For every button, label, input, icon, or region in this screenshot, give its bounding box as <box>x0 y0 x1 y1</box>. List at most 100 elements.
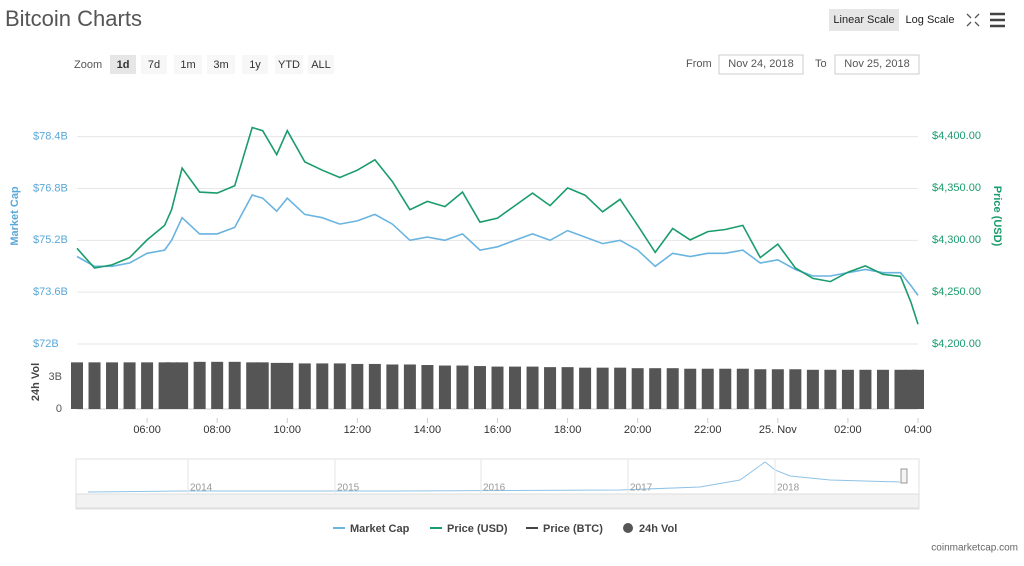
vol-tick-label: 0 <box>56 403 62 415</box>
fullscreen-icon[interactable] <box>966 13 980 27</box>
linear-button[interactable] <box>829 9 899 31</box>
y-tick-label: $76.8B <box>33 182 68 194</box>
vol-bar <box>298 363 311 409</box>
legend-swatch <box>623 523 633 533</box>
to-date[interactable]: Nov 25, 2018 <box>844 58 909 70</box>
zoom-button[interactable] <box>242 55 268 74</box>
y-tick-label: $78.4B <box>33 131 68 143</box>
vol-bar <box>228 361 241 409</box>
x-tick-label: 04:00 <box>904 424 932 436</box>
vol-bar <box>684 368 697 409</box>
x-tick-label: 08:00 <box>203 424 231 436</box>
vol-bar <box>912 369 924 409</box>
vol-bar <box>701 368 714 409</box>
vol-bar <box>561 367 574 409</box>
vol-bar <box>841 369 854 409</box>
vol-bar <box>165 362 178 409</box>
y2-tick-label: $4,400.00 <box>932 130 981 142</box>
zoom-button[interactable] <box>308 55 334 74</box>
vol-bar <box>386 364 399 409</box>
vol-axis-title: 24h Vol <box>30 363 42 401</box>
vol-bar <box>876 369 889 409</box>
y2-tick-label: $4,350.00 <box>932 182 981 194</box>
zoom-button[interactable] <box>110 55 136 74</box>
to-label: To <box>815 58 827 70</box>
vol-bar <box>771 369 784 409</box>
zoom-option[interactable]: YTD <box>278 59 300 71</box>
y-tick-label: $73.6B <box>33 286 68 298</box>
navigator-handle[interactable] <box>900 468 908 484</box>
vol-bar <box>614 367 627 409</box>
vol-bar <box>579 367 592 409</box>
from-date[interactable]: Nov 24, 2018 <box>728 58 793 70</box>
zoom-option[interactable]: 7d <box>148 59 160 71</box>
title: Bitcoin Charts <box>5 6 142 31</box>
vol-bar <box>526 366 539 409</box>
x-tick-label: 16:00 <box>484 424 512 436</box>
zoom-option[interactable]: 1y <box>249 59 261 71</box>
vol-bar <box>123 362 136 409</box>
vol-bar <box>333 363 346 409</box>
vol-bar <box>824 369 837 409</box>
y-tick-label: $75.2B <box>33 234 68 246</box>
zoom-option[interactable]: 3m <box>213 59 228 71</box>
vol-bar <box>631 368 644 409</box>
menu-icon[interactable] <box>990 12 1005 28</box>
y2-tick-label: $4,250.00 <box>932 286 981 298</box>
zoom-button[interactable] <box>207 55 235 74</box>
vol-bar <box>403 364 416 409</box>
zoom-label: Zoom <box>74 59 102 71</box>
from-box[interactable] <box>718 54 804 75</box>
vol-bar <box>211 361 224 409</box>
series-line <box>76 126 919 325</box>
vol-bar <box>246 362 259 409</box>
y-axis-title: Market Cap <box>9 186 21 246</box>
vol-bar <box>456 365 469 409</box>
vol-bar <box>736 368 749 409</box>
vol-bar <box>719 368 732 409</box>
from-label: From <box>686 58 712 70</box>
y2-tick-label: $4,200.00 <box>932 338 981 350</box>
legend-label[interactable]: Price (USD) <box>447 523 508 535</box>
legend-label[interactable]: Price (BTC) <box>543 523 603 535</box>
x-tick-label: 12:00 <box>344 424 372 436</box>
navigator-label: 2014 <box>190 483 213 494</box>
to-box[interactable] <box>834 54 920 75</box>
y2-tick-label: $4,300.00 <box>932 234 981 246</box>
linear-label[interactable]: Linear Scale <box>833 14 894 26</box>
x-tick-label: 10:00 <box>273 424 301 436</box>
vol-bar <box>88 362 101 409</box>
vol-bar <box>71 362 83 409</box>
legend-label[interactable]: 24h Vol <box>639 523 677 535</box>
navigator-label: 2015 <box>337 483 360 494</box>
vol-bar <box>473 366 486 409</box>
x-tick-label: 02:00 <box>834 424 862 436</box>
vol-bar <box>256 362 269 409</box>
y-tick-label: $72B <box>33 338 59 350</box>
vol-tick-label: 3B <box>49 371 62 383</box>
zoom-option[interactable]: ALL <box>311 59 331 71</box>
scrollbar[interactable] <box>75 493 920 509</box>
series-line <box>76 194 919 296</box>
y2-axis-title: Price (USD) <box>991 186 1003 247</box>
log-label[interactable]: Log Scale <box>906 14 955 26</box>
vol-bar <box>754 369 767 409</box>
zoom-option[interactable]: 1m <box>180 59 195 71</box>
vol-bar <box>789 369 802 409</box>
zoom-button[interactable] <box>275 55 303 74</box>
x-tick-label: 22:00 <box>694 424 722 436</box>
x-tick-label: 20:00 <box>624 424 652 436</box>
navigator-label: 2018 <box>777 483 800 494</box>
vol-bar <box>491 366 504 409</box>
zoom-option[interactable]: 1d <box>117 59 130 71</box>
vol-bar <box>438 365 451 409</box>
zoom-button[interactable] <box>141 55 167 74</box>
vol-bar <box>270 362 283 409</box>
vol-bar <box>368 363 381 409</box>
zoom-button[interactable] <box>174 55 202 74</box>
vol-bar <box>894 369 907 409</box>
legend-label[interactable]: Market Cap <box>350 523 410 535</box>
vol-bar <box>193 361 206 409</box>
x-tick-label: 18:00 <box>554 424 582 436</box>
